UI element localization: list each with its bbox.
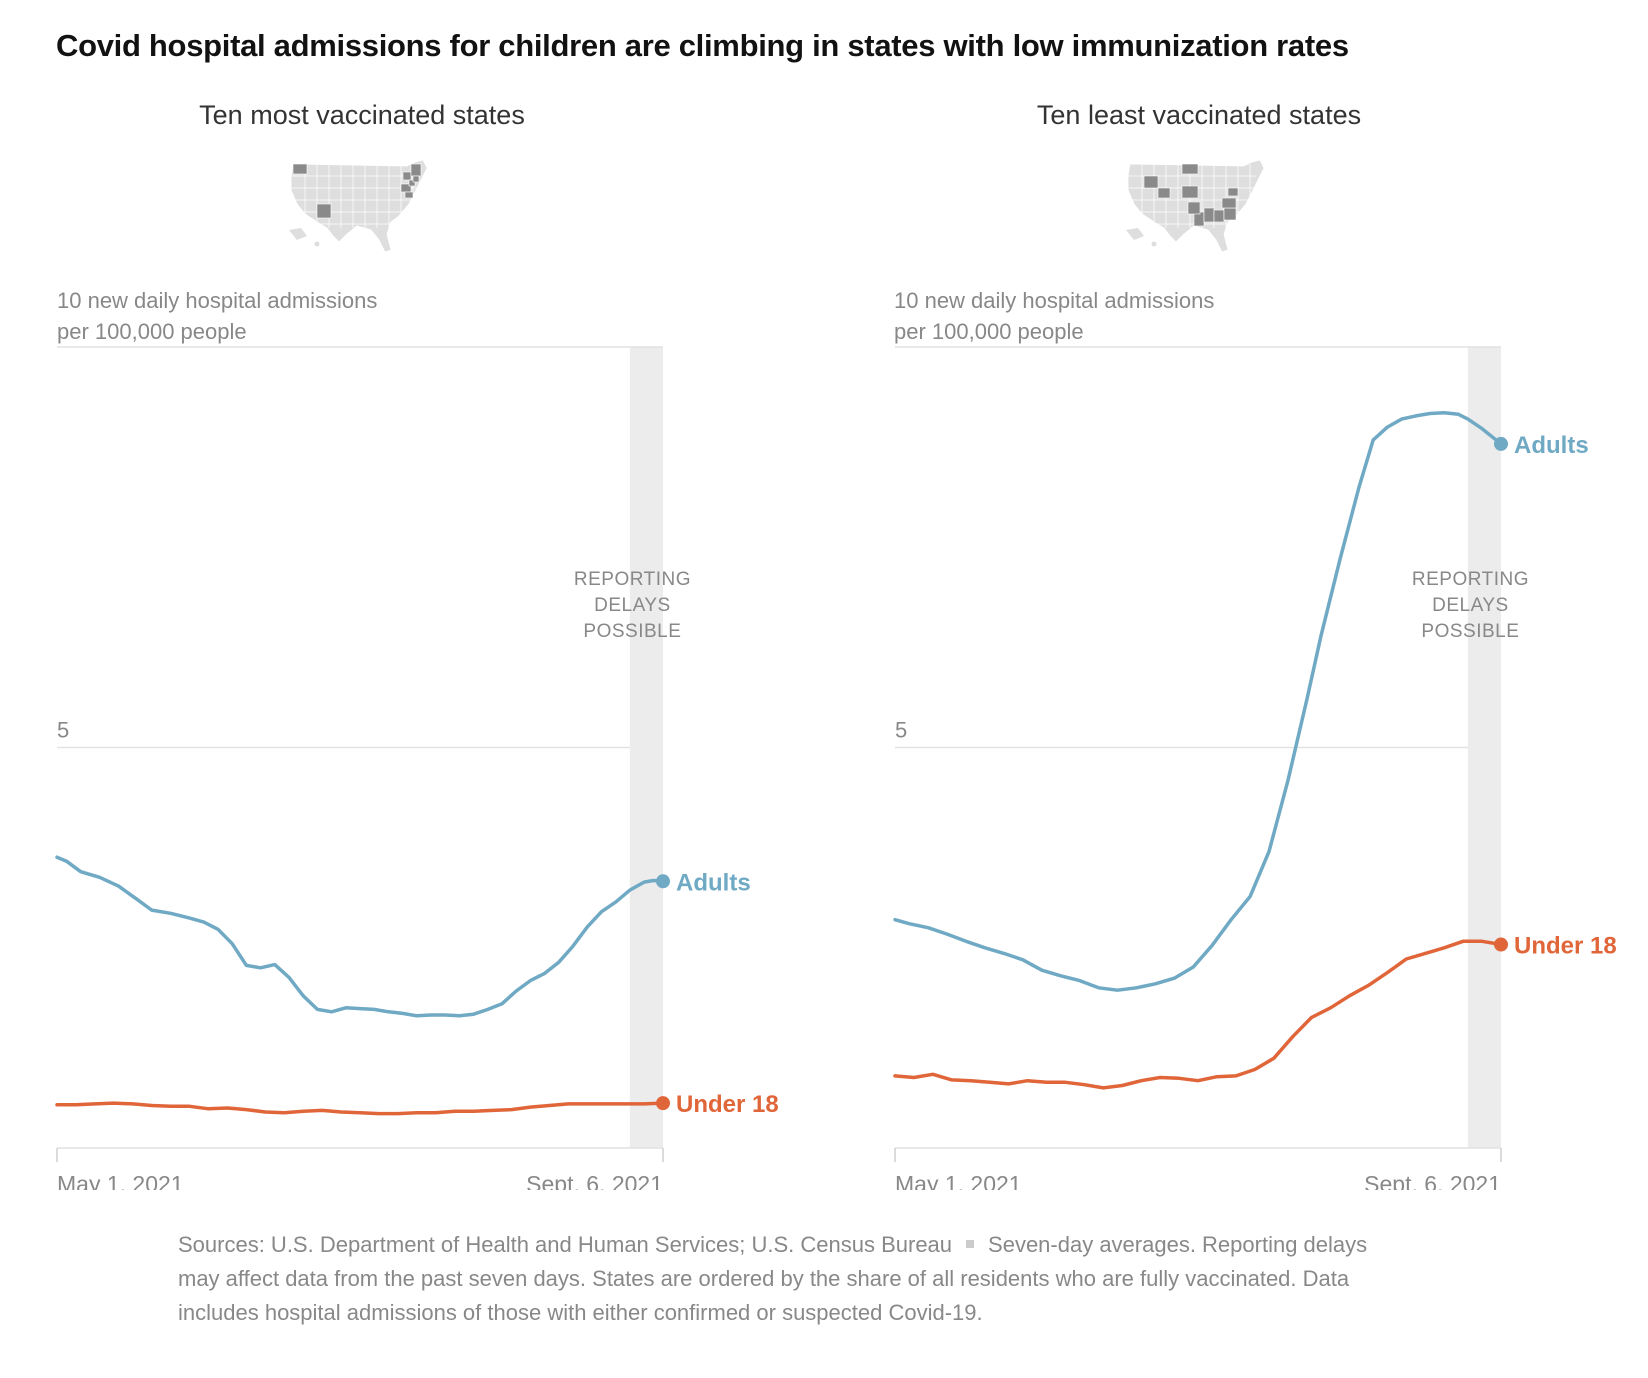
us-map-highlighted-state xyxy=(412,175,420,183)
y-axis-label-line1: 10 new daily hospital admissions xyxy=(57,288,378,313)
reporting-delays-note: DELAYS xyxy=(594,595,671,616)
us-map-highlighted-state xyxy=(1187,201,1201,215)
reporting-delay-band xyxy=(629,347,663,1148)
series-label-under18: Under 18 xyxy=(676,1091,779,1118)
y-tick-label: 5 xyxy=(895,718,907,743)
series-line-adults xyxy=(893,410,1503,992)
sources-note: Sources: U.S. Department of Health and H… xyxy=(178,1228,1378,1330)
y-axis-label-line1: 10 new daily hospital admissions xyxy=(894,288,1215,313)
reporting-delays-note: REPORTING xyxy=(1412,569,1529,590)
series-label-adults: Adults xyxy=(1514,432,1589,459)
series-end-dot-adults xyxy=(1494,436,1508,451)
us-map-alaska xyxy=(1126,228,1144,240)
us-map-highlighted-state xyxy=(402,171,412,181)
series-line-adults xyxy=(55,855,665,1018)
series-end-dot-under18 xyxy=(1494,937,1508,952)
us-map-highlighted-state xyxy=(1143,175,1159,189)
y-axis-label: 10 new daily hospital admissions per 100… xyxy=(57,285,377,347)
chart-most-vaccinated: 5 May 1, 2021 Sept. 6, 2021 REPORTING DELAYS… xyxy=(55,346,779,1190)
reporting-delays-note: REPORTING xyxy=(574,569,691,590)
us-map-land xyxy=(290,159,428,253)
x-tick-label-end: Sept. 6, 2021 xyxy=(1364,1171,1501,1190)
series-end-dot-adults xyxy=(656,874,670,889)
us-map-alaska xyxy=(289,228,307,240)
y-axis-label: 10 new daily hospital admissions per 100… xyxy=(894,285,1214,347)
us-map-highlighted-state xyxy=(1181,185,1199,199)
us-map-highlighted-state xyxy=(1181,163,1199,175)
methodology-text: Seven-day averages. Reporting delays may… xyxy=(178,1232,1368,1325)
us-map-highlighted-state xyxy=(1157,187,1171,199)
series-line-under18 xyxy=(55,1101,665,1116)
us-map-highlighted-state xyxy=(1221,197,1237,209)
series-line-under18 xyxy=(893,939,1503,1090)
reporting-delays-note: DELAYS xyxy=(1432,595,1509,616)
us-map-highlighted-state xyxy=(1213,209,1225,223)
series-label-under18: Under 18 xyxy=(1514,933,1617,960)
y-axis-label-line2: per 100,000 people xyxy=(57,319,247,344)
us-map-highlighted-state xyxy=(1223,207,1237,221)
reporting-delay-band xyxy=(1467,347,1501,1148)
chart-least-vaccinated: 5 May 1, 2021 Sept. 6, 2021 REPORTING DELAYS… xyxy=(893,346,1617,1190)
us-map-highlighted-state xyxy=(408,179,416,187)
reporting-delays-note: POSSIBLE xyxy=(1421,621,1519,642)
us-map-hawaii xyxy=(314,241,320,247)
x-tick-label-end: Sept. 6, 2021 xyxy=(526,1171,663,1190)
series-label-adults: Adults xyxy=(676,869,751,896)
separator-square-icon xyxy=(966,1240,975,1249)
panel-title-most-vaccinated: Ten most vaccinated states xyxy=(199,100,525,130)
us-map-most-vaccinated-icon xyxy=(289,159,428,253)
us-map-hawaii xyxy=(1151,241,1157,247)
panel-title-least-vaccinated: Ten least vaccinated states xyxy=(1036,100,1362,130)
us-map-highlighted-state xyxy=(292,163,308,175)
us-map-highlighted-state xyxy=(1227,187,1239,197)
y-axis-label-line2: per 100,000 people xyxy=(894,319,1084,344)
reporting-delays-note: POSSIBLE xyxy=(583,621,681,642)
us-map-least-vaccinated-icon xyxy=(1126,159,1265,253)
us-map-highlighted-state xyxy=(316,203,332,219)
x-tick-label-start: May 1, 2021 xyxy=(895,1171,1022,1190)
headline: Covid hospital admissions for children a… xyxy=(56,28,1349,63)
us-map-highlighted-state xyxy=(410,163,422,177)
series-end-dot-under18 xyxy=(656,1096,670,1111)
x-tick-label-start: May 1, 2021 xyxy=(57,1171,184,1190)
sources-text: Sources: U.S. Department of Health and H… xyxy=(178,1232,953,1257)
y-tick-label: 5 xyxy=(57,718,69,743)
us-map-highlighted-state xyxy=(1203,207,1215,223)
us-map-highlighted-state xyxy=(404,191,414,199)
